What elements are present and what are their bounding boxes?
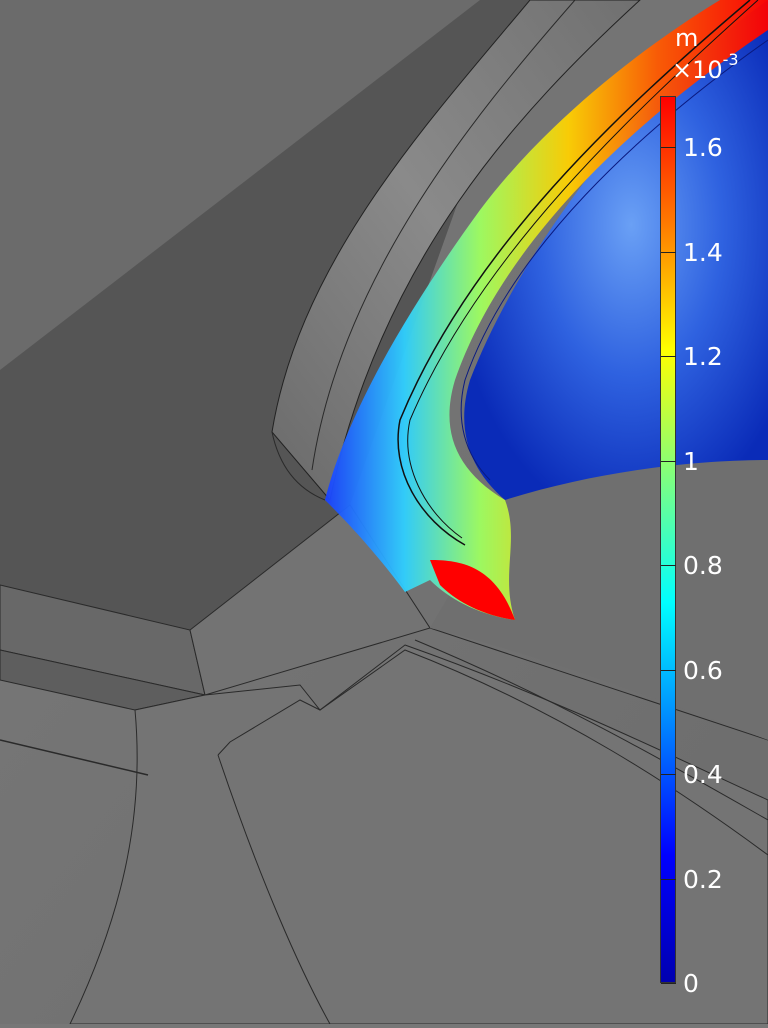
legend-tick-mark <box>661 774 676 775</box>
legend-tick-mark <box>661 460 676 462</box>
legend-tick-label: 0 <box>683 969 699 998</box>
legend-exponent: ×10-3 <box>672 50 739 84</box>
exponent-power: -3 <box>722 50 739 69</box>
legend-tick-mark <box>661 356 676 357</box>
legend-tick-label: 0.8 <box>683 551 723 580</box>
legend-tick-label: 1.4 <box>683 237 723 267</box>
legend-tick-mark <box>661 251 676 253</box>
exponent-base: ×10 <box>672 56 723 84</box>
legend-tick-label: 0.6 <box>683 655 723 685</box>
inner-dome <box>464 0 768 500</box>
legend-tick-mark <box>661 878 676 880</box>
legend-tick-label: 1.2 <box>683 342 723 371</box>
color-legend-bar <box>660 96 676 983</box>
legend-tick-label: 0.4 <box>683 760 723 789</box>
legend-tick-mark <box>661 147 676 148</box>
legend-unit: m <box>675 24 699 52</box>
legend-tick-label: 1 <box>683 446 699 476</box>
legend-tick-mark <box>661 983 676 984</box>
legend-tick-mark <box>661 669 676 671</box>
legend-tick-mark <box>661 565 676 566</box>
deformation-band <box>325 0 768 620</box>
legend-tick-label: 1.6 <box>683 133 723 162</box>
legend-tick-label: 0.2 <box>683 864 723 894</box>
